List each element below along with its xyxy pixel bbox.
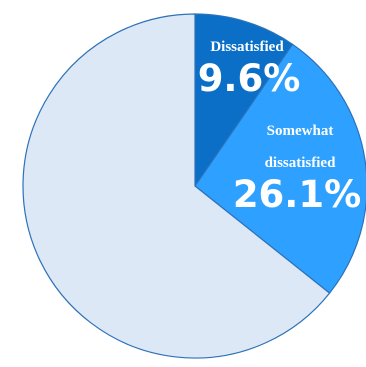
- slice-label-somewhat-dissatisfied-line2: dissatisfied: [265, 155, 337, 171]
- pie-labels: Dissatisfied 9.6% Somewhat dissatisfied …: [198, 39, 362, 216]
- slice-value-dissatisfied: 9.6%: [198, 57, 301, 100]
- pie-slice-somewhat-dissatisfied: [194, 43, 366, 294]
- pie-slice-dissatisfied: [194, 13, 294, 188]
- slice-label-dissatisfied: Dissatisfied: [210, 39, 284, 55]
- pie-slices: [22, 13, 366, 359]
- pie-slice-other: [22, 13, 331, 359]
- slice-value-somewhat-dissatisfied: 26.1%: [233, 173, 361, 216]
- slice-label-somewhat-dissatisfied-line1: Somewhat: [267, 123, 334, 139]
